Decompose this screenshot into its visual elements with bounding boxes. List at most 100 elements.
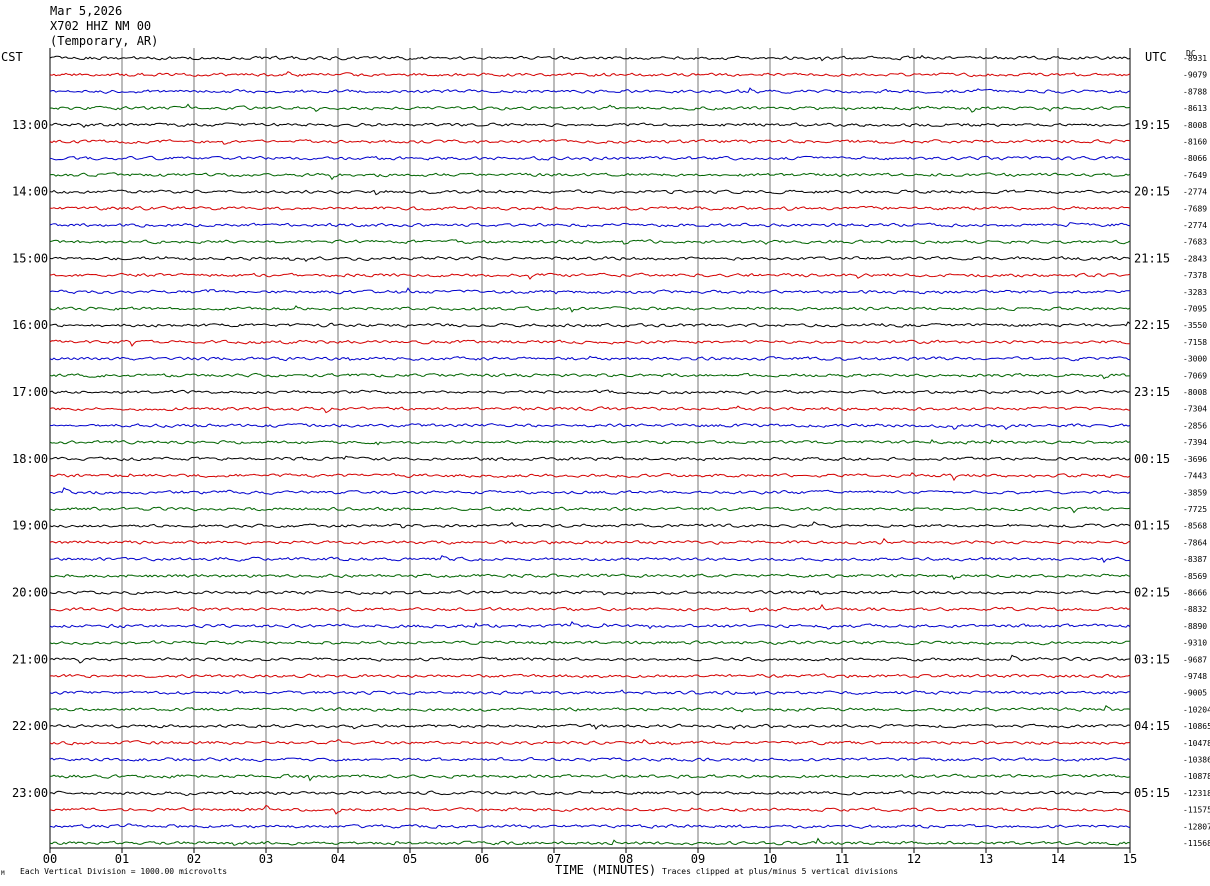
dc-offset-label: -2843 xyxy=(1183,254,1207,263)
dc-offset-label: -8931 xyxy=(1183,54,1207,63)
right-timezone-label: UTC xyxy=(1145,50,1167,64)
seismic-trace xyxy=(49,405,1131,414)
x-axis-title: TIME (MINUTES) xyxy=(555,863,657,877)
seismic-trace xyxy=(49,555,1131,564)
seismic-trace xyxy=(49,255,1131,263)
dc-offset-label: -7378 xyxy=(1183,271,1207,280)
dc-offset-label: -9310 xyxy=(1183,639,1207,648)
seismic-trace xyxy=(49,287,1131,295)
dc-offset-label: -10386 xyxy=(1183,755,1210,764)
dc-offset-label: -9005 xyxy=(1183,689,1207,698)
cst-hour-label: 23:00 xyxy=(12,786,48,800)
dc-offset-label: -3283 xyxy=(1183,288,1207,297)
dc-offset-label: -10478 xyxy=(1183,739,1210,748)
utc-hour-label: 02:15 xyxy=(1134,585,1170,599)
cst-hour-label: 21:00 xyxy=(12,652,48,666)
seismic-trace xyxy=(49,603,1131,613)
seismic-trace xyxy=(49,87,1131,94)
utc-hour-label: 19:15 xyxy=(1134,118,1170,132)
seismic-trace xyxy=(49,640,1131,646)
x-tick-label: 14 xyxy=(1051,852,1065,866)
x-tick-label: 07 xyxy=(547,852,561,866)
cst-hour-label: 17:00 xyxy=(12,385,48,399)
utc-hour-label: 00:15 xyxy=(1134,452,1170,466)
dc-offset-label: -9748 xyxy=(1183,672,1207,681)
seismic-trace xyxy=(49,155,1131,161)
dc-offset-label: -10865 xyxy=(1183,722,1210,731)
dc-offset-label: -8613 xyxy=(1183,104,1207,113)
seismic-trace xyxy=(49,439,1131,446)
station-label: X702 HHZ NM 00 xyxy=(50,19,152,33)
seismic-trace xyxy=(49,122,1131,129)
seismic-trace xyxy=(49,756,1131,763)
dc-offset-label: -10878 xyxy=(1183,772,1210,781)
dc-offset-label: -7689 xyxy=(1183,204,1207,213)
utc-hour-label: 23:15 xyxy=(1134,385,1170,399)
seismic-trace xyxy=(49,389,1131,395)
cst-hour-label: 20:00 xyxy=(12,585,48,599)
seismic-trace xyxy=(49,739,1131,746)
dc-offset-label: -7069 xyxy=(1183,371,1207,380)
seismic-trace xyxy=(49,621,1131,630)
seismic-trace xyxy=(49,172,1131,181)
cst-hour-label: 13:00 xyxy=(12,118,48,132)
dc-offset-label: -8008 xyxy=(1183,121,1207,130)
dc-offset-label: -8666 xyxy=(1183,588,1207,597)
x-tick-label: 11 xyxy=(835,852,849,866)
utc-hour-label: 01:15 xyxy=(1134,519,1170,533)
dc-offset-label: -3859 xyxy=(1183,488,1207,497)
dc-offset-label: -7158 xyxy=(1183,338,1207,347)
dc-offset-label: -10204 xyxy=(1183,705,1210,714)
cst-hour-label: 15:00 xyxy=(12,251,48,265)
seismic-trace xyxy=(49,305,1131,313)
x-tick-label: 05 xyxy=(403,852,417,866)
dc-offset-label: -12807 xyxy=(1183,822,1210,831)
seismic-trace xyxy=(50,205,1131,211)
dc-offset-label: -7443 xyxy=(1183,472,1207,481)
seismic-trace xyxy=(49,804,1131,815)
dc-offset-label: -3550 xyxy=(1183,321,1207,330)
dc-offset-label: -8890 xyxy=(1183,622,1207,631)
x-tick-label: 01 xyxy=(115,852,129,866)
seismic-trace xyxy=(49,487,1131,495)
x-tick-label: 10 xyxy=(763,852,777,866)
dc-offset-label: -8568 xyxy=(1183,522,1207,531)
x-tick-label: 06 xyxy=(475,852,489,866)
x-tick-label: 12 xyxy=(907,852,921,866)
dc-offset-label: -8387 xyxy=(1183,555,1207,564)
dc-offset-label: -8066 xyxy=(1183,154,1207,163)
seismic-trace xyxy=(49,790,1131,797)
clip-note: Traces clipped at plus/minus 5 vertical … xyxy=(662,867,899,876)
seismic-trace xyxy=(49,189,1131,196)
seismic-trace xyxy=(49,705,1131,713)
dc-offset-label: -8160 xyxy=(1183,138,1207,147)
dc-offset-label: -7864 xyxy=(1183,538,1207,547)
dc-offset-label: -8569 xyxy=(1183,572,1207,581)
x-tick-label: 03 xyxy=(259,852,273,866)
dc-offset-label: -2774 xyxy=(1183,221,1207,230)
seismic-trace xyxy=(49,372,1130,380)
scale-note: Each Vertical Division = 1000.00 microvo… xyxy=(20,867,228,876)
seismic-trace xyxy=(49,837,1131,846)
seismic-trace xyxy=(49,423,1131,431)
seismic-trace xyxy=(49,139,1131,145)
x-tick-label: 09 xyxy=(691,852,705,866)
dc-offset-label: -11575 xyxy=(1183,806,1210,815)
dc-offset-label: -2774 xyxy=(1183,188,1207,197)
seismic-trace xyxy=(49,239,1131,245)
utc-hour-label: 03:15 xyxy=(1134,652,1170,666)
dc-offset-label: -7304 xyxy=(1183,405,1207,414)
seismic-trace xyxy=(49,590,1131,596)
seismic-trace xyxy=(49,222,1131,228)
seismic-trace xyxy=(49,506,1131,514)
seismic-trace xyxy=(49,339,1130,347)
dc-offset-label: -8832 xyxy=(1183,605,1207,614)
seismic-trace xyxy=(49,823,1131,829)
utc-hour-label: 05:15 xyxy=(1134,786,1170,800)
network-note: (Temporary, AR) xyxy=(50,34,159,48)
utc-hour-label: 21:15 xyxy=(1134,251,1170,265)
dc-offset-label: -7683 xyxy=(1183,238,1207,247)
x-tick-label: 13 xyxy=(979,852,993,866)
seismic-trace xyxy=(50,773,1131,782)
